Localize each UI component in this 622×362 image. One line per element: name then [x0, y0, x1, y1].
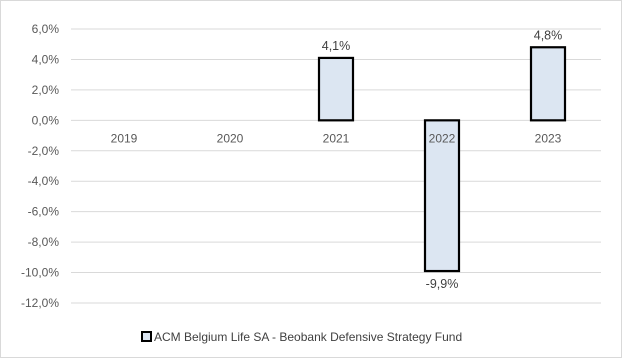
- y-tick-label: -10,0%: [21, 266, 59, 280]
- category-label-2020: 2020: [217, 131, 244, 145]
- y-axis-tick-labels: 6,0% 4,0% 2,0% 0,0% -2,0% -4,0% -6,0% -8,0% -10,…: [21, 22, 59, 310]
- data-label-2022: -9,9%: [426, 277, 459, 291]
- data-label-2021: 4,1%: [322, 39, 351, 53]
- category-label-2019: 2019: [111, 131, 138, 145]
- category-label-2021: 2021: [323, 131, 350, 145]
- data-label-2023: 4,8%: [534, 28, 563, 42]
- y-tick-label: -12,0%: [21, 296, 59, 310]
- y-tick-label: -8,0%: [28, 235, 60, 249]
- category-label-2022: 2022: [429, 131, 456, 145]
- bar-2021: [317, 56, 355, 122]
- data-labels: 4,1% -9,9% 4,8%: [322, 28, 563, 291]
- bar-2022: [423, 119, 461, 273]
- bars: [317, 46, 567, 273]
- bar-2023: [529, 46, 567, 122]
- y-tick-label: 0,0%: [32, 113, 60, 127]
- legend-label: ACM Belgium Life SA - Beobank Defensive …: [154, 330, 462, 344]
- y-tick-label: 4,0%: [32, 52, 60, 66]
- y-tick-label: -6,0%: [28, 205, 60, 219]
- y-tick-label: 6,0%: [32, 22, 60, 36]
- y-tick-label: -4,0%: [28, 174, 60, 188]
- legend: ACM Belgium Life SA - Beobank Defensive …: [141, 330, 462, 344]
- x-axis-category-labels: 2019 2020 2021 2022 2023: [111, 131, 562, 145]
- legend-swatch: [141, 331, 152, 342]
- gridlines: [71, 28, 601, 304]
- y-tick-label: 2,0%: [32, 83, 60, 97]
- category-label-2023: 2023: [535, 131, 562, 145]
- y-tick-label: -2,0%: [28, 144, 60, 158]
